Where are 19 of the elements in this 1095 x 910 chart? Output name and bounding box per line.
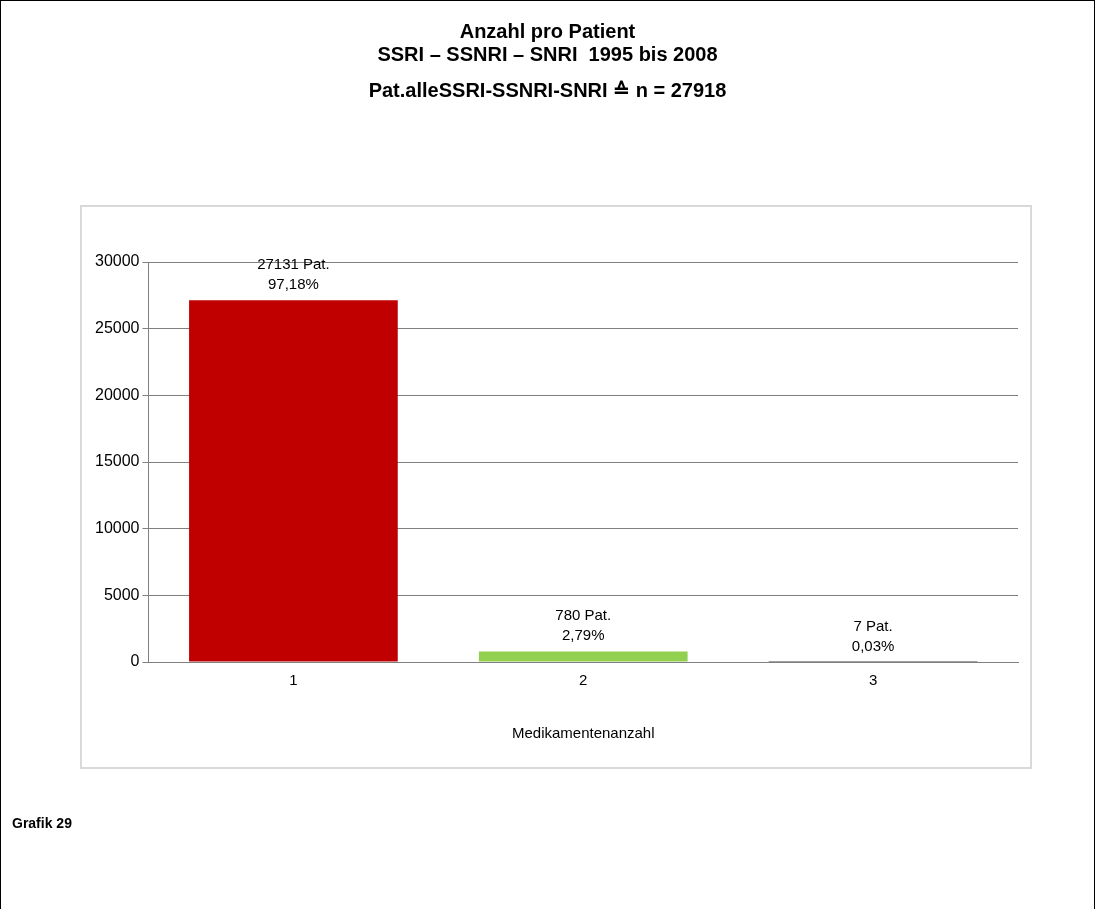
- y-tick-label: 25000: [94, 319, 140, 337]
- text: Grafik 29: [12, 815, 72, 831]
- chart-title: Anzahl pro Patient SSRI – SSNRI – SNRI 1995 bis 2008: [376, 20, 719, 66]
- data-label: 27131 Pat. 97,18%: [257, 254, 330, 292]
- data-label: 7 Pat. 0,03%: [851, 616, 895, 654]
- y-tick-label: 10000: [94, 519, 140, 537]
- x-axis-title: Medikamentenanzahl: [511, 724, 655, 742]
- bar: [478, 651, 688, 662]
- bar: [189, 300, 398, 662]
- y-tick-label: 30000: [94, 252, 140, 270]
- x-tick-label: 3: [868, 671, 878, 689]
- y-tick-label: 0: [130, 652, 140, 670]
- x-tick-label: 1: [289, 671, 298, 689]
- y-tick-label: 20000: [94, 385, 140, 403]
- data-label: 780 Pat. 2,79%: [555, 606, 612, 644]
- x-tick-label: 2: [579, 671, 588, 689]
- y-tick-label: 15000: [94, 452, 140, 470]
- chart-subtitle: Pat.alleSSRI-SSNRI-SNRI ≙ n = 27918: [367, 78, 728, 102]
- y-tick-label: 5000: [103, 585, 140, 603]
